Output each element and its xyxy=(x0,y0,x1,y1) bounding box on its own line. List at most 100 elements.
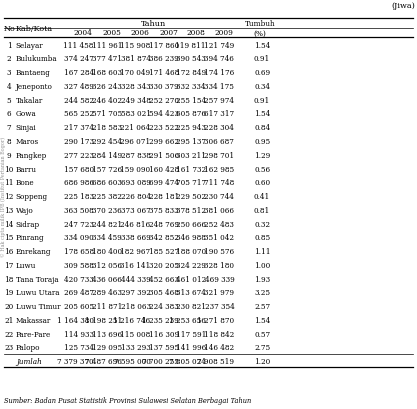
Text: 381 874: 381 874 xyxy=(121,55,151,63)
Text: 0.91: 0.91 xyxy=(254,55,270,63)
Text: 14: 14 xyxy=(5,220,14,228)
Text: 246 402: 246 402 xyxy=(92,97,122,104)
Text: 190 576: 190 576 xyxy=(204,247,234,256)
Text: Luwu Timur: Luwu Timur xyxy=(16,302,60,310)
Text: 1 271 870: 1 271 870 xyxy=(197,316,234,324)
Text: 247 723: 247 723 xyxy=(64,220,94,228)
Text: 246 816: 246 816 xyxy=(121,220,151,228)
Text: Gowa: Gowa xyxy=(16,110,37,118)
Text: Luwu Utara: Luwu Utara xyxy=(16,289,59,297)
Text: 617 317: 617 317 xyxy=(204,110,234,118)
Text: 0.84: 0.84 xyxy=(254,124,270,132)
Text: 230 821: 230 821 xyxy=(176,302,206,310)
Text: 321 979: 321 979 xyxy=(204,289,234,297)
Text: Tana Toraja: Tana Toraja xyxy=(16,275,58,283)
Text: 291 506: 291 506 xyxy=(149,151,179,160)
Text: 290 173: 290 173 xyxy=(64,138,94,146)
Text: 594 423: 594 423 xyxy=(149,110,179,118)
Text: 228 181: 228 181 xyxy=(148,193,179,200)
Text: 21: 21 xyxy=(5,316,14,324)
Text: Takalar: Takalar xyxy=(16,97,43,104)
Text: 11: 11 xyxy=(5,179,14,187)
Text: 324 229: 324 229 xyxy=(176,261,206,269)
Text: 0.60: 0.60 xyxy=(254,179,270,187)
Text: 297 392: 297 392 xyxy=(121,289,151,297)
Text: 0.69: 0.69 xyxy=(254,69,270,77)
Text: 2009: 2009 xyxy=(214,29,234,37)
Text: 0.91: 0.91 xyxy=(254,97,270,104)
Text: 121 749: 121 749 xyxy=(204,42,234,49)
Text: 7 487 696: 7 487 696 xyxy=(85,357,122,365)
Text: 328 343: 328 343 xyxy=(121,83,151,91)
Text: 1.00: 1.00 xyxy=(254,261,270,269)
Text: 180 400: 180 400 xyxy=(92,247,122,256)
Text: 1.29: 1.29 xyxy=(254,151,270,160)
Text: 218 063: 218 063 xyxy=(121,302,151,310)
Text: 386 239: 386 239 xyxy=(149,55,179,63)
Text: 7 805 024: 7 805 024 xyxy=(169,357,206,365)
Text: 2005: 2005 xyxy=(102,29,121,37)
Text: 111 961: 111 961 xyxy=(92,42,122,49)
Text: 303 211: 303 211 xyxy=(176,151,206,160)
Text: Bantaeng: Bantaeng xyxy=(16,69,51,77)
Text: 2008: 2008 xyxy=(186,29,205,37)
Text: 23: 23 xyxy=(5,344,14,352)
Text: 0.41: 0.41 xyxy=(254,193,270,200)
Text: Makassar: Makassar xyxy=(16,316,51,324)
Text: 182 967: 182 967 xyxy=(121,247,151,256)
Text: 375 833: 375 833 xyxy=(149,206,179,214)
Text: 17: 17 xyxy=(5,261,14,269)
Text: 2007: 2007 xyxy=(159,29,178,37)
Text: Barru: Barru xyxy=(16,165,37,173)
Text: 167 284: 167 284 xyxy=(64,69,94,77)
Text: 218 583: 218 583 xyxy=(92,124,122,132)
Text: 22: 22 xyxy=(5,330,14,338)
Text: 225 382: 225 382 xyxy=(92,193,122,200)
Text: 292 454: 292 454 xyxy=(92,138,122,146)
Text: 7 908 519: 7 908 519 xyxy=(197,357,234,365)
Text: 377 471: 377 471 xyxy=(92,55,122,63)
Text: Enrekang: Enrekang xyxy=(16,247,51,256)
Text: 1.54: 1.54 xyxy=(254,316,270,324)
Text: 230 744: 230 744 xyxy=(204,193,234,200)
Text: 378 512: 378 512 xyxy=(176,206,206,214)
Text: 269 487: 269 487 xyxy=(64,289,94,297)
Text: 5: 5 xyxy=(7,97,12,104)
Text: 6: 6 xyxy=(7,110,12,118)
Text: 237 354: 237 354 xyxy=(205,302,234,310)
Text: 7 379 370: 7 379 370 xyxy=(57,357,94,365)
Text: 0.32: 0.32 xyxy=(254,220,270,228)
Text: 373 067: 373 067 xyxy=(121,206,151,214)
Text: 252 483: 252 483 xyxy=(204,220,234,228)
Text: 298 701: 298 701 xyxy=(204,151,234,160)
Text: 162 985: 162 985 xyxy=(204,165,234,173)
Text: 117 591: 117 591 xyxy=(176,330,206,338)
Text: 605 876: 605 876 xyxy=(176,110,206,118)
Text: 224 383: 224 383 xyxy=(149,302,179,310)
Text: Palopo: Palopo xyxy=(16,344,40,352)
Text: 461 012: 461 012 xyxy=(176,275,206,283)
Text: 113 696: 113 696 xyxy=(92,330,122,338)
Text: 693 089: 693 089 xyxy=(121,179,151,187)
Text: 320 205: 320 205 xyxy=(149,261,179,269)
Text: 334 090: 334 090 xyxy=(64,234,94,242)
Text: 1.20: 1.20 xyxy=(254,357,270,365)
Text: Luwu: Luwu xyxy=(16,261,36,269)
Text: 9: 9 xyxy=(7,151,12,160)
Text: 172 849: 172 849 xyxy=(176,69,206,77)
Text: Wajo: Wajo xyxy=(16,206,34,214)
Text: 330 379: 330 379 xyxy=(149,83,179,91)
Text: 1.11: 1.11 xyxy=(254,247,270,256)
Text: Maros: Maros xyxy=(16,138,39,146)
Text: 174 176: 174 176 xyxy=(204,69,234,77)
Text: 20: 20 xyxy=(5,302,14,310)
Text: 185 527: 185 527 xyxy=(149,247,179,256)
Text: 229 502: 229 502 xyxy=(176,193,206,200)
Text: 1 235 239: 1 235 239 xyxy=(142,316,179,324)
Text: 250 666: 250 666 xyxy=(176,220,206,228)
Text: 225 943: 225 943 xyxy=(176,124,206,132)
Text: 299 662: 299 662 xyxy=(149,138,179,146)
Text: 118 842: 118 842 xyxy=(204,330,234,338)
Text: 244 582: 244 582 xyxy=(64,97,94,104)
Text: 137 595: 137 595 xyxy=(149,344,179,352)
